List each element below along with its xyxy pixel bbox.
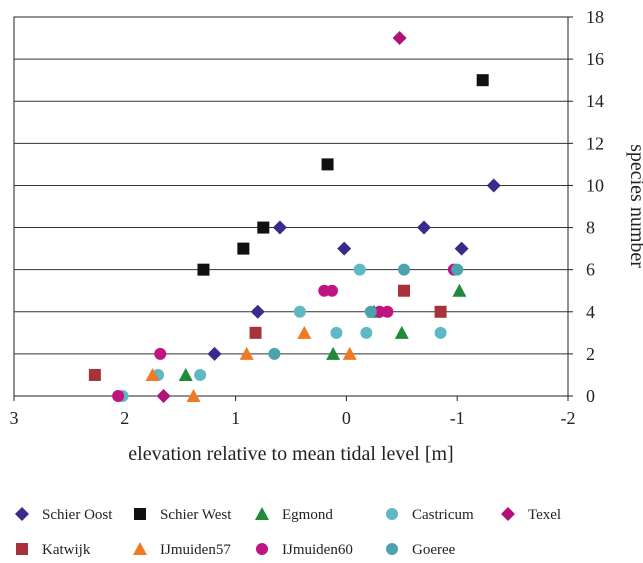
gridlines (14, 58, 568, 355)
legend-item-ijmuiden60: IJmuiden60 (256, 542, 353, 558)
legend-item-goeree: Goeree (386, 542, 456, 558)
data-point-ijmuiden60 (112, 390, 125, 402)
y-tick-label: 12 (586, 133, 604, 153)
data-point-ijmuiden60 (381, 305, 394, 318)
data-point-goeree (398, 263, 411, 276)
legend-marker-katwijk (16, 543, 28, 555)
x-axis-ticks: 3 2 1 0 -1 -2 (10, 396, 576, 428)
legend-item-texel: Texel (501, 507, 561, 523)
legend-marker-egmond (255, 507, 269, 520)
data-point-goeree (364, 305, 377, 318)
data-point-schier-oost (337, 241, 352, 256)
data-point-castricum (194, 368, 207, 381)
data-point-egmond (394, 325, 409, 339)
legend-label: Schier Oost (42, 507, 113, 523)
legend-label: IJmuiden60 (282, 542, 353, 558)
y-tick-label: 14 (586, 91, 604, 111)
y-tick-label: 16 (586, 49, 604, 69)
data-point-goeree (451, 263, 464, 276)
y-tick-label: 6 (586, 260, 595, 280)
data-points (88, 31, 501, 403)
data-point-katwijk (434, 305, 447, 318)
x-tick-label: -1 (450, 408, 465, 428)
data-point-schier-oost (207, 346, 222, 361)
data-point-schier-west (257, 221, 270, 234)
legend-label: Egmond (282, 507, 333, 523)
data-point-schier-oost (416, 220, 431, 235)
plot-area (13, 16, 569, 397)
data-point-texel (156, 389, 171, 403)
data-point-ijmuiden57 (297, 325, 312, 339)
y-tick-label: 8 (586, 218, 595, 238)
data-point-goeree (268, 347, 281, 360)
y-tick-label: 2 (586, 344, 595, 364)
legend-item-egmond: Egmond (255, 507, 333, 523)
legend-label: Texel (528, 507, 561, 523)
data-point-schier-oost (272, 220, 287, 235)
legend-label: Castricum (412, 507, 474, 523)
data-point-schier-oost (454, 241, 469, 256)
data-point-ijmuiden60 (325, 284, 338, 297)
data-point-schier-west (197, 263, 210, 276)
data-point-egmond (452, 283, 467, 297)
legend-marker-texel (501, 507, 515, 521)
legend-item-schier-oost: Schier Oost (15, 507, 113, 523)
data-point-katwijk (88, 368, 101, 381)
data-point-schier-west (476, 74, 489, 87)
legend-item-schier-west: Schier West (134, 507, 232, 523)
data-point-ijmuiden57 (186, 389, 201, 402)
legend-marker-ijmuiden57 (133, 542, 147, 555)
data-point-schier-oost (250, 304, 265, 319)
legend-label: Goeree (412, 542, 456, 558)
data-point-schier-oost (486, 178, 501, 193)
x-tick-label: 1 (231, 408, 240, 428)
data-point-ijmuiden57 (145, 367, 160, 381)
y-tick-label: 0 (586, 386, 595, 406)
y-axis-label: species number (626, 144, 643, 268)
y-tick-label: 18 (586, 7, 604, 27)
data-point-castricum (353, 263, 366, 276)
legend-label: Schier West (160, 507, 232, 523)
legend-item-castricum: Castricum (386, 507, 474, 523)
data-point-katwijk (249, 326, 262, 339)
y-tick-label: 10 (586, 175, 604, 195)
data-point-texel (392, 31, 407, 46)
legend-marker-schier-oost (15, 507, 29, 521)
legend-marker-goeree (386, 543, 398, 555)
y-tick-label: 4 (586, 302, 595, 322)
data-point-castricum (434, 326, 447, 339)
data-point-ijmuiden57 (239, 346, 254, 360)
legend-marker-ijmuiden60 (256, 543, 268, 555)
y-axis-ticks: 0 2 4 6 8 10 12 14 16 18 (568, 7, 604, 406)
data-point-egmond (326, 346, 341, 360)
data-point-egmond (178, 367, 193, 381)
x-tick-label: 0 (342, 408, 351, 428)
legend-marker-castricum (386, 508, 398, 520)
legend-label: IJmuiden57 (160, 542, 231, 558)
x-axis-label: elevation relative to mean tidal level [… (128, 443, 453, 465)
x-tick-label: 2 (120, 408, 129, 428)
x-tick-label: -2 (561, 408, 576, 428)
data-point-ijmuiden57 (342, 346, 357, 360)
data-point-katwijk (398, 284, 411, 297)
data-point-castricum (330, 326, 343, 339)
data-point-schier-west (237, 242, 250, 255)
legend-label: Katwijk (42, 542, 91, 558)
legend: Schier Oost Schier West Egmond Castricum Tex… (15, 507, 561, 558)
data-point-castricum (293, 305, 306, 318)
legend-item-ijmuiden57: IJmuiden57 (133, 542, 231, 558)
data-point-ijmuiden60 (154, 347, 167, 360)
x-tick-label: 3 (10, 408, 19, 428)
legend-item-katwijk: Katwijk (16, 542, 91, 558)
data-point-schier-west (321, 158, 334, 171)
data-point-castricum (360, 326, 373, 339)
legend-marker-schier-west (134, 508, 146, 520)
